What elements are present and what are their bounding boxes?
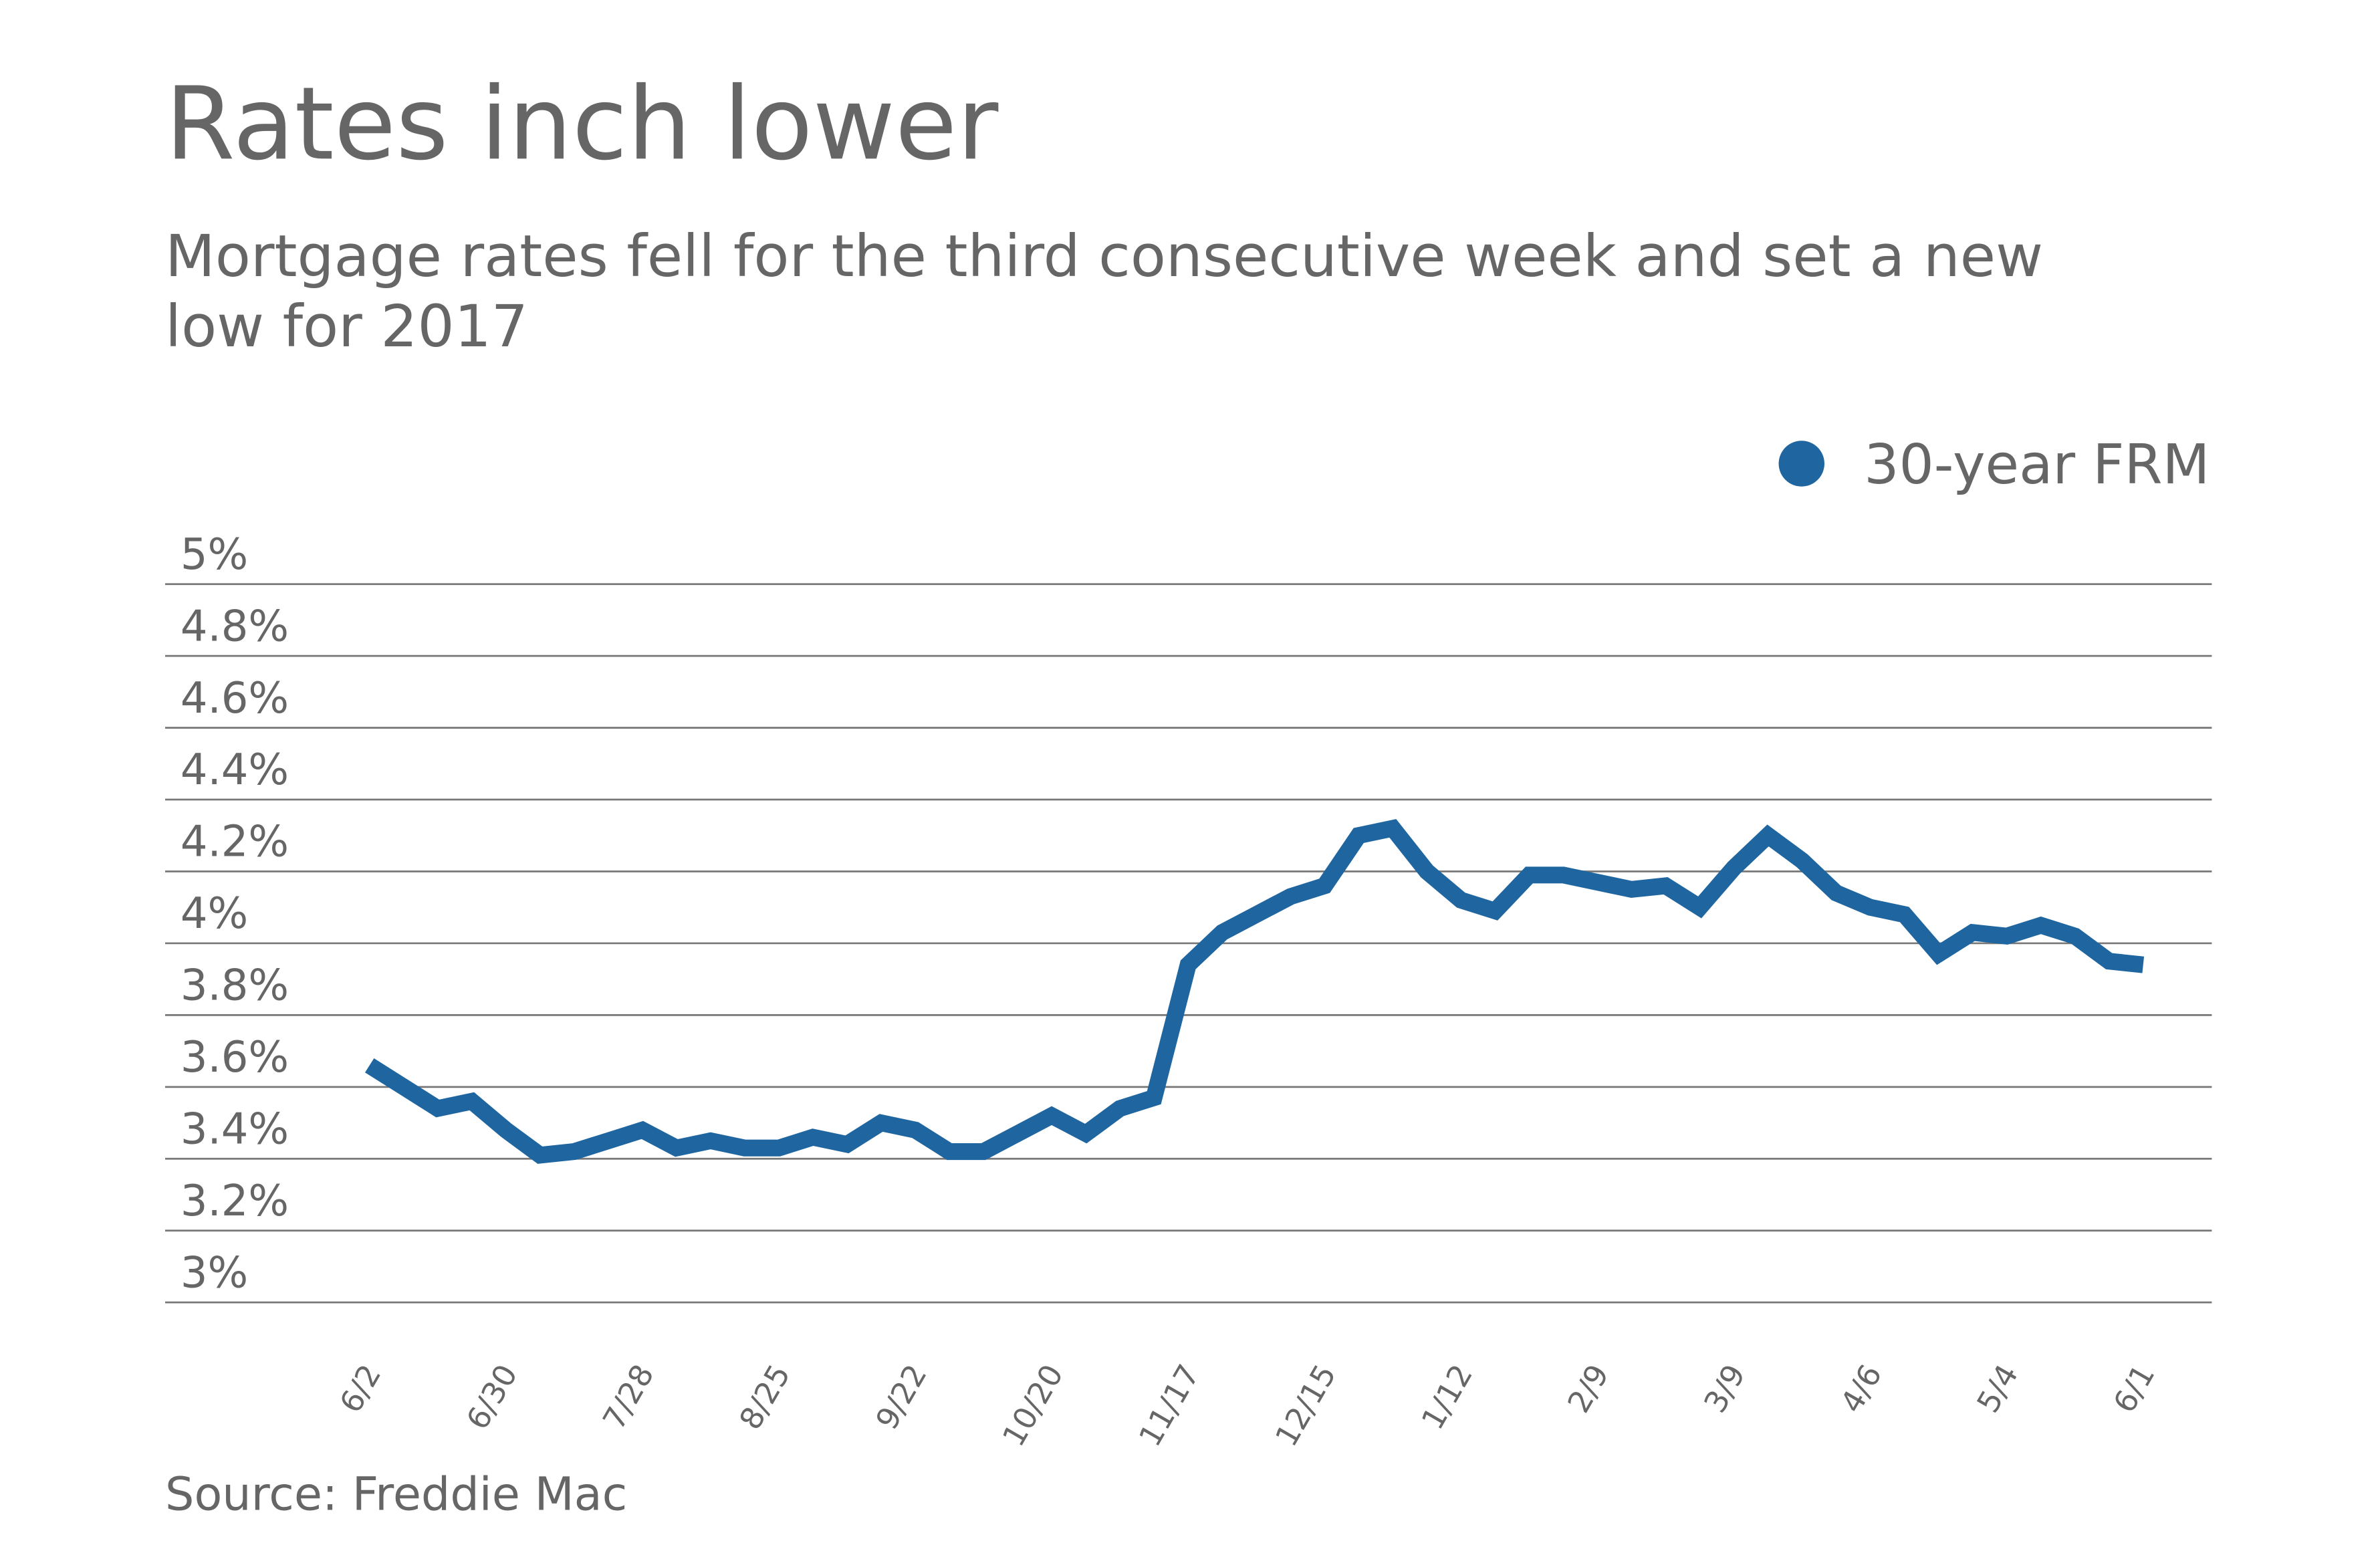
line-series [365,819,2145,1164]
x-tick-label: 12/15 [1268,1358,1343,1452]
x-tick-label: 11/17 [1132,1358,1207,1452]
y-tick-label: 4.2% [181,818,289,867]
legend-marker [1778,441,1824,487]
x-tick-label: 7/28 [596,1358,661,1435]
y-tick-label: 4.4% [181,745,289,795]
x-tick-label: 2/9 [1561,1358,1617,1419]
subtitle-box: Mortgage rates fell for the third consec… [165,223,2044,360]
y-tick-label: 3% [181,1248,248,1298]
y-tick-label: 5% [181,530,248,580]
y-tick-label: 4.8% [181,602,289,651]
legend-label: 30-year FRM [1864,433,2210,497]
x-tick-label: 6/1 [2107,1358,2162,1419]
y-tick-label: 3.8% [181,961,289,1011]
chart-subtitle: Mortgage rates fell for the third consec… [165,223,2044,360]
x-tick-label: 8/25 [733,1358,798,1435]
chart-title: Rates inch lower [165,65,998,183]
x-tick-label: 4/6 [1834,1358,1889,1419]
x-tick-label: 1/12 [1415,1358,1479,1435]
y-tick-label: 4.6% [181,674,289,723]
x-tick-label: 5/4 [1970,1358,2026,1419]
source: Source: Freddie Mac [165,1467,627,1521]
y-tick-label: 3.4% [181,1104,289,1154]
x-tick-label: 6/2 [333,1358,388,1419]
x-tick-label: 3/9 [1697,1358,1753,1419]
x-tick-label: 6/30 [459,1358,524,1435]
x-tick-label: 10/20 [995,1358,1070,1452]
x-tick-label: 9/22 [869,1358,934,1435]
y-tick-label: 4% [181,889,248,939]
y-tick-label: 3.2% [181,1177,289,1226]
y-tick-label: 3.6% [181,1033,289,1082]
